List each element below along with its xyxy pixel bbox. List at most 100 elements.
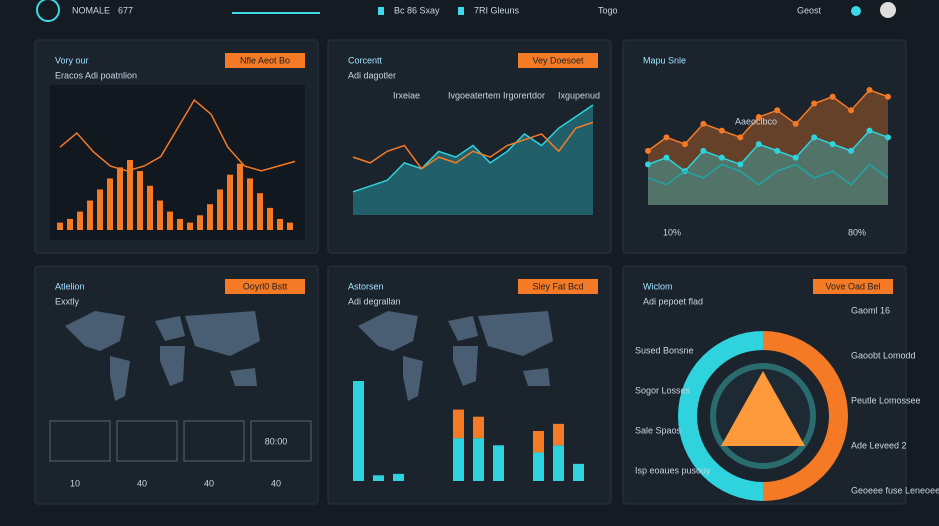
line: [352, 121, 594, 170]
line: [647, 89, 889, 152]
line: [647, 163, 889, 186]
bar: [247, 178, 253, 230]
point: [829, 93, 836, 100]
bar: [287, 222, 293, 230]
point: [774, 107, 781, 114]
callout: Gaoobt Lomodd: [851, 350, 916, 360]
point: [663, 154, 670, 161]
logo: [36, 0, 60, 22]
map-land: [478, 311, 553, 356]
legend-item: Ivgoeatertem: [448, 90, 501, 100]
map-land: [523, 368, 550, 386]
map-land: [448, 316, 478, 341]
legend-item: Irxeiae: [393, 90, 420, 100]
callout: Sused Bonsne: [635, 345, 694, 355]
legend-item: Aaeoclbco: [735, 116, 777, 126]
bar: [267, 207, 273, 230]
donut-segment: [678, 331, 763, 501]
count: 10: [70, 478, 80, 488]
brand: NOMALE: [72, 5, 110, 15]
bar: [167, 211, 173, 230]
bar: [57, 222, 63, 230]
user[interactable]: Geost: [797, 5, 822, 15]
bar: [117, 167, 123, 230]
map-land: [65, 311, 125, 351]
mini-card: [183, 420, 245, 462]
bar: [257, 193, 263, 230]
point: [792, 120, 799, 127]
mini-card: [49, 420, 111, 462]
panel-subtitle: Exxtly: [55, 296, 80, 306]
panel-subtitle: Adi dagotler: [348, 70, 396, 80]
callout: Sale Spaos: [635, 425, 682, 435]
point: [829, 141, 836, 148]
panel-button[interactable]: [813, 279, 893, 294]
bar: [97, 189, 103, 230]
avatar[interactable]: [880, 2, 896, 18]
panel-title: Mapu Snle: [643, 55, 686, 65]
bar: [217, 189, 223, 230]
panel-button[interactable]: [518, 53, 598, 68]
map-land: [110, 356, 130, 401]
bar: [187, 222, 193, 230]
bar: [177, 218, 183, 230]
bar: [493, 445, 504, 481]
bar: [197, 215, 203, 230]
map-land: [185, 311, 260, 356]
panel-button[interactable]: [225, 53, 305, 68]
panel-button-label[interactable]: Vey Doesoet: [532, 55, 584, 65]
icon[interactable]: [851, 6, 861, 16]
panel-button[interactable]: [518, 279, 598, 294]
point: [755, 114, 762, 121]
bar: [277, 218, 283, 230]
panel-button-label[interactable]: Nfle Aeot Bo: [240, 55, 290, 65]
bar: [87, 200, 93, 230]
point: [700, 120, 707, 127]
panel-button[interactable]: [225, 279, 305, 294]
bar: [77, 211, 83, 230]
line: [647, 129, 889, 173]
point: [645, 147, 651, 154]
panel-button-label[interactable]: Vove Oad Bel: [825, 281, 880, 291]
panel: [327, 39, 612, 254]
bar: [373, 475, 384, 481]
bar: [473, 416, 484, 439]
pointer: [721, 371, 805, 446]
map-land: [230, 368, 257, 386]
panel-title: Astorsen: [348, 281, 384, 291]
bar: [553, 445, 564, 481]
callout: Gaoml 16: [851, 305, 890, 315]
bar: [453, 409, 464, 439]
bar: [127, 160, 133, 230]
count: 677: [118, 5, 133, 15]
line: [352, 104, 594, 193]
panel-title: Corcentt: [348, 55, 383, 65]
bar: [393, 473, 404, 481]
point: [718, 154, 725, 161]
point: [755, 141, 762, 148]
donut-segment: [763, 331, 848, 501]
point: [885, 134, 891, 141]
count: 40: [137, 478, 147, 488]
bar: [207, 204, 213, 230]
clock: 80:00: [265, 436, 288, 446]
panel-title: Wiclom: [643, 281, 673, 291]
panel-title: Vory our: [55, 55, 89, 65]
point: [774, 147, 781, 154]
panel-subtitle: Adi pepoet flad: [643, 296, 703, 306]
nav-item[interactable]: Bc 86 Sxay: [394, 5, 440, 15]
point: [663, 134, 670, 141]
point: [848, 107, 855, 114]
callout: Sogor Losses: [635, 385, 691, 395]
nav-item[interactable]: 7RI Gleuns: [474, 5, 520, 15]
nav-icon: [378, 7, 384, 15]
point: [681, 141, 688, 148]
map-land: [358, 311, 418, 351]
panel-button-label[interactable]: Sley Fat Bcd: [532, 281, 583, 291]
bar: [237, 163, 243, 230]
bar: [157, 200, 163, 230]
nav-item[interactable]: Togo: [598, 5, 618, 15]
bar: [107, 178, 113, 230]
point: [792, 154, 799, 161]
panel-button-label[interactable]: Ooyrl0 Bstt: [243, 281, 288, 291]
